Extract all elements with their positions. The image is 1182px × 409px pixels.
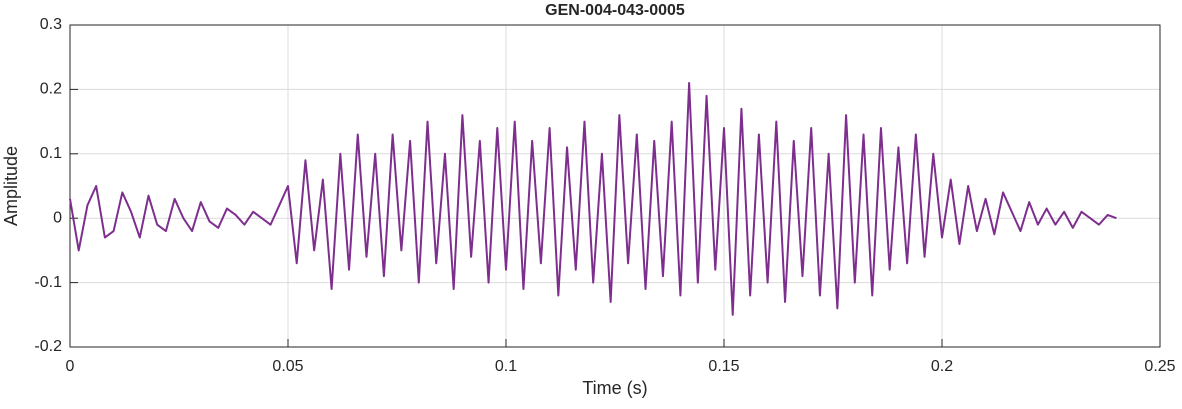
x-axis-label: Time (s): [582, 378, 647, 398]
x-tick-label: 0.2: [931, 358, 953, 375]
x-tick-label: 0.25: [1144, 358, 1175, 375]
x-tick-label: 0: [66, 358, 75, 375]
x-tick-label: 0.05: [272, 358, 303, 375]
y-axis-label: Amplitude: [1, 146, 21, 226]
y-tick-label: 0.1: [40, 145, 62, 162]
waveform-line: [69, 81, 1117, 316]
chart-title: GEN-004-043-0005: [545, 2, 685, 19]
y-tick-label: 0.3: [40, 16, 62, 33]
x-tick-label: 0.15: [708, 358, 739, 375]
y-tick-label: 0: [53, 209, 62, 226]
y-tick-label: 0.2: [40, 81, 62, 98]
y-tick-label: -0.1: [34, 274, 62, 291]
x-tick-label: 0.1: [495, 358, 517, 375]
plot-frame: [69, 24, 1161, 348]
y-tick-label: -0.2: [34, 338, 62, 355]
